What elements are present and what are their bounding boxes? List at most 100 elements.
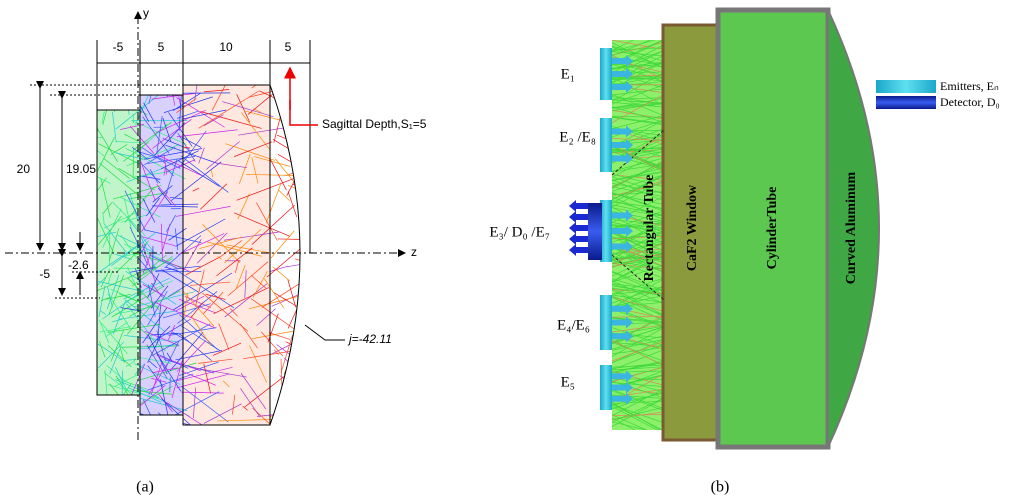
emitter [600,118,612,172]
ray [280,376,299,390]
ray [274,110,282,142]
detector-arrow [569,222,588,234]
caption: (a) [136,479,154,496]
caption: (b) [711,479,730,496]
legend-swatch [876,96,936,109]
ray [167,74,178,97]
ray [156,71,173,96]
ray [297,287,347,322]
ray [299,307,301,318]
figure: y z -5 5 10 5 20 19.05 -2.6 -5 Sagittal … [0,0,1023,499]
ray [121,77,136,85]
ray [317,298,351,324]
annotation: j=-42.11 [347,332,392,346]
ray [307,407,319,415]
ray [310,150,358,151]
ray [288,192,297,217]
ray [293,124,324,153]
dimension-label: -5 [39,267,50,281]
legend-swatch [876,80,936,93]
ray [295,259,349,274]
dimension-label: -5 [113,40,124,54]
ray [114,83,123,90]
ray [310,387,339,422]
ray [101,74,120,104]
ray [99,399,124,431]
ray [301,147,335,164]
ray [173,419,183,423]
pointer [290,100,318,125]
emitter [600,48,612,100]
emitter-label: E₁ [561,66,575,82]
ray [127,419,176,433]
ray [273,267,290,281]
ray [283,401,296,417]
ray [97,416,117,423]
dimension-label: 10 [219,40,233,54]
ray [314,384,366,410]
dimension-label: 5 [285,40,292,54]
ray [307,300,352,314]
detector-arrow [569,200,588,212]
ray [110,420,172,431]
ray [284,92,287,99]
part-label: Rectangular Tube [642,175,657,282]
ray [86,391,110,423]
ray [252,57,295,88]
emitter-label: E₃/ D₀ /E₇ [489,224,550,240]
ray [287,261,321,267]
axis-label: y [143,6,149,20]
part-label: CaF2 Window [685,184,700,271]
detector-arrow [569,244,588,256]
dimension-label: 20 [17,162,31,176]
ray [123,75,141,113]
ray [304,384,361,399]
detector-arrow [569,233,588,245]
emitter-label: E₂ /E₈ [559,129,596,145]
legend-label: Detector, D₀ [940,95,1000,109]
detector-arrow [569,211,588,223]
axis-label: z [411,245,417,259]
emitter-label: E₄/E₆ [557,317,590,333]
ray [134,423,193,444]
ray [303,196,324,231]
ray [299,154,340,164]
ray [89,423,98,434]
legend-label: Emitters, Eₙ [940,79,999,93]
ray [316,244,378,263]
ray [81,350,98,371]
ray [306,156,309,165]
ray [79,100,99,131]
dimension-label: 19.05 [66,162,96,176]
ray [284,358,320,392]
panel-b: E₁ E₂ /E₈ E₃/ D₀ /E₇ E₄/E₆ E₅ Rectangula… [489,10,999,496]
ray [284,378,339,385]
ray [299,258,361,289]
ray [292,371,294,394]
ray [299,349,356,359]
ray [291,109,316,116]
detector [588,203,602,260]
ray [273,139,315,164]
ray [288,185,329,203]
ray [140,413,184,430]
ray [296,159,309,188]
ray [315,242,316,270]
dimension-label: -2.6 [68,258,89,272]
ray [293,147,344,153]
ray [123,403,129,440]
ray [320,160,346,171]
ray [286,342,348,370]
ray [267,249,300,277]
ray [309,67,364,87]
emitter-label: E₅ [561,374,575,390]
ray [273,419,283,420]
panel-a: y z -5 5 10 5 20 19.05 -2.6 -5 Sagittal … [5,6,427,496]
ray [175,77,214,85]
part-label: CylinderTube [765,187,780,270]
ray [165,418,182,427]
emitter [600,365,612,410]
ray [97,54,107,87]
emitter [600,295,612,350]
ray [288,415,312,448]
